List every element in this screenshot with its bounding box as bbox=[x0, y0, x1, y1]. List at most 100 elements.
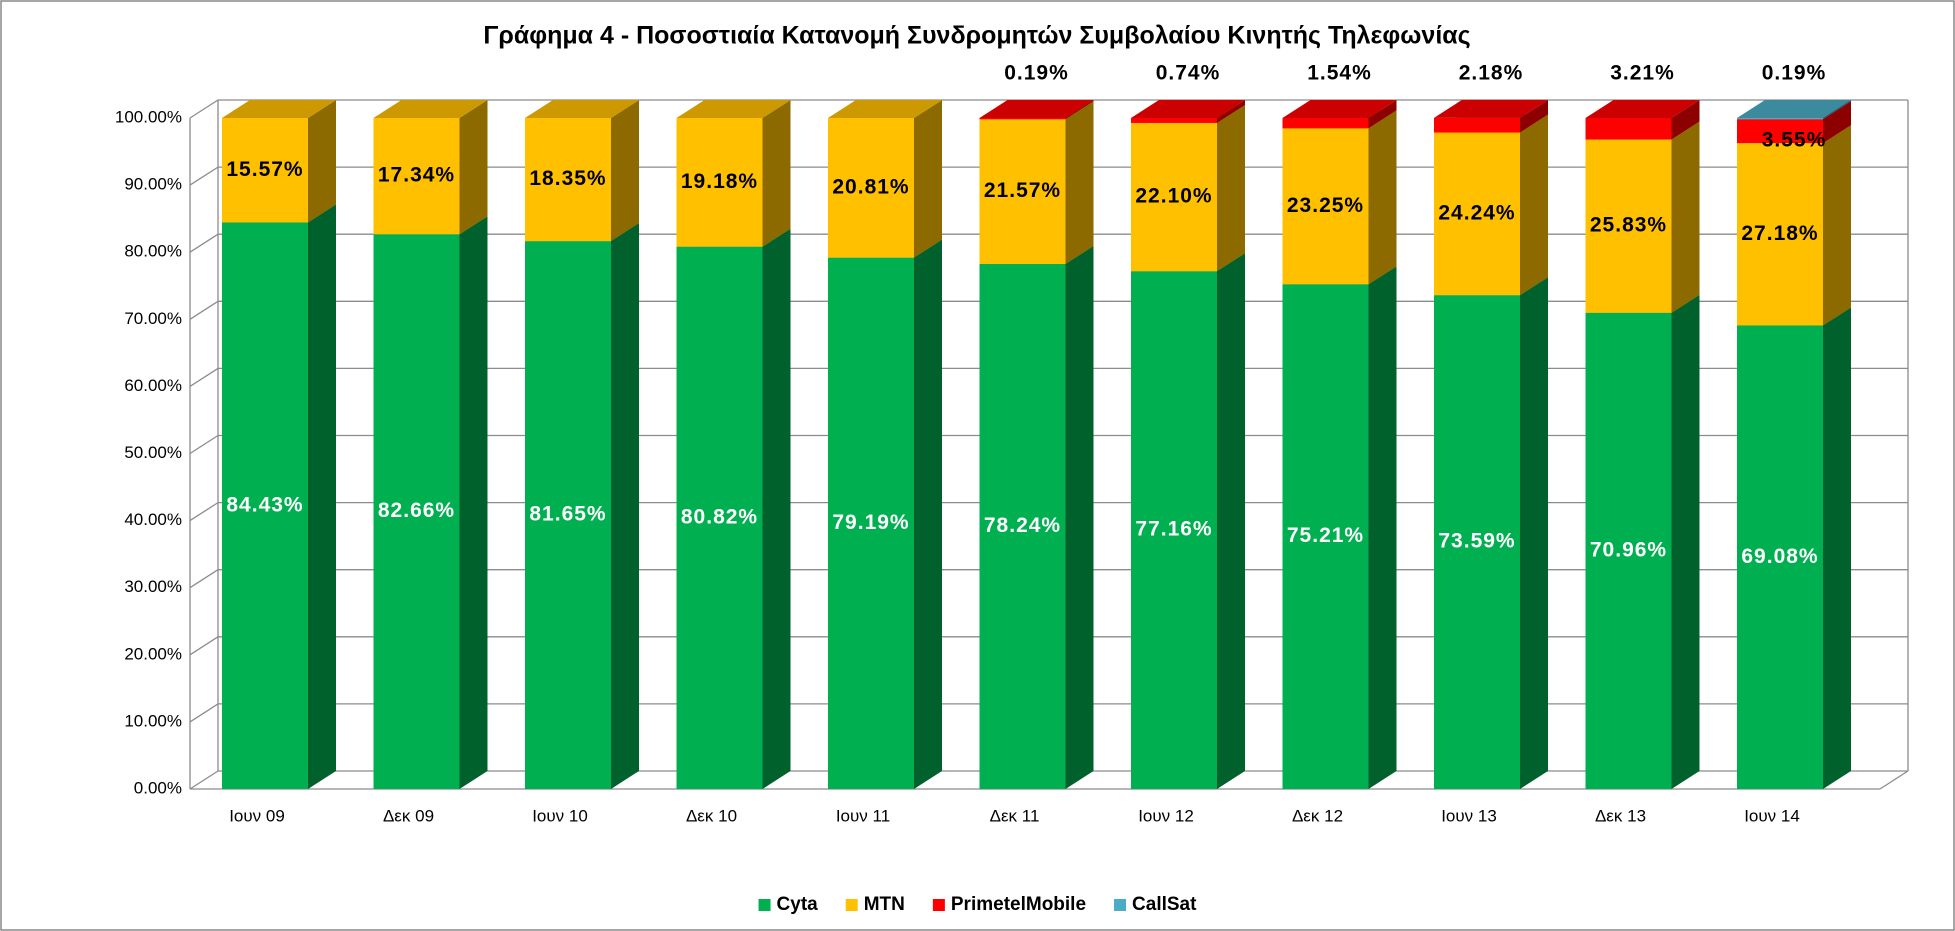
legend-label: MTN bbox=[864, 894, 905, 915]
bar-side bbox=[1823, 125, 1851, 326]
y-tick-label: 50.00% bbox=[124, 443, 182, 462]
bar bbox=[1585, 312, 1672, 789]
y-tick-label: 40.00% bbox=[124, 510, 182, 529]
bar bbox=[1737, 325, 1823, 789]
bar-top bbox=[676, 100, 791, 118]
y-tick-label: 70.00% bbox=[124, 309, 182, 328]
bar-top bbox=[222, 100, 336, 118]
x-tick-label: Ιουν 14 bbox=[1744, 806, 1800, 825]
chart-title: Γράφημα 4 - Ποσοστιαία Κατανομή Συνδρομη… bbox=[483, 22, 1470, 50]
legend-swatch bbox=[758, 899, 771, 911]
bar-side bbox=[611, 223, 639, 790]
data-label: 27.18% bbox=[1741, 222, 1818, 245]
bar-top bbox=[1282, 100, 1397, 118]
bar-side bbox=[762, 228, 791, 789]
bar bbox=[373, 118, 460, 235]
bar-side bbox=[1520, 277, 1548, 789]
data-label: 23.25% bbox=[1287, 194, 1364, 217]
legend-label: PrimetelMobile bbox=[951, 894, 1086, 915]
data-label: 17.34% bbox=[378, 164, 455, 187]
bar-side bbox=[1217, 100, 1245, 123]
bar-side bbox=[1671, 100, 1700, 140]
bar bbox=[979, 119, 1066, 265]
data-label: 3.55% bbox=[1762, 129, 1827, 152]
data-label: 22.10% bbox=[1135, 185, 1212, 208]
data-label: 24.24% bbox=[1438, 201, 1515, 224]
bar bbox=[1282, 128, 1369, 285]
legend-swatch bbox=[845, 899, 858, 911]
data-label: 21.57% bbox=[984, 179, 1061, 202]
bar bbox=[1282, 284, 1369, 789]
bar-top bbox=[828, 100, 942, 118]
bar bbox=[222, 118, 308, 223]
bar-side bbox=[1065, 246, 1094, 790]
bar-side bbox=[611, 100, 639, 242]
data-label: 25.83% bbox=[1590, 214, 1667, 237]
data-label: 78.24% bbox=[984, 514, 1061, 537]
bar bbox=[979, 118, 1066, 120]
bar bbox=[1131, 118, 1217, 123]
data-label: 2.18% bbox=[1459, 61, 1524, 84]
x-tick-label: Ιουν 09 bbox=[229, 806, 285, 825]
x-tick-label: Ιουν 11 bbox=[836, 806, 890, 825]
data-label: 80.82% bbox=[681, 505, 758, 528]
data-label: 20.81% bbox=[832, 175, 909, 198]
bar bbox=[222, 222, 308, 789]
x-tick-label: Δεκ 12 bbox=[1292, 806, 1343, 825]
data-label: 69.08% bbox=[1741, 545, 1818, 568]
bar-side bbox=[1823, 101, 1851, 144]
data-label: 18.35% bbox=[529, 167, 606, 190]
data-label: 0.74% bbox=[1156, 62, 1221, 85]
legend-label: Cyta bbox=[777, 894, 819, 915]
legend-swatch bbox=[932, 899, 945, 911]
bar-side bbox=[1217, 104, 1245, 272]
bar bbox=[373, 234, 460, 790]
bar-side bbox=[459, 100, 488, 235]
legend-swatch bbox=[1114, 899, 1127, 911]
bar bbox=[828, 118, 914, 258]
bar bbox=[1737, 118, 1823, 120]
x-tick-label: Ιουν 10 bbox=[532, 806, 588, 825]
bar bbox=[676, 246, 763, 789]
bar-top bbox=[373, 100, 488, 118]
data-label: 84.43% bbox=[226, 493, 303, 516]
bar-side bbox=[1671, 294, 1700, 789]
bar bbox=[525, 118, 611, 242]
data-label: 19.18% bbox=[681, 170, 758, 193]
bar-top bbox=[1585, 100, 1700, 118]
bar-side bbox=[914, 239, 942, 789]
x-tick-label: Δεκ 13 bbox=[1595, 806, 1646, 825]
bar bbox=[979, 264, 1066, 789]
bar-side bbox=[1065, 100, 1094, 120]
bar bbox=[1737, 119, 1823, 144]
bar bbox=[1585, 118, 1672, 140]
x-tick-label: Δεκ 10 bbox=[686, 806, 737, 825]
x-tick-label: Ιουν 13 bbox=[1441, 806, 1497, 825]
data-label: 0.19% bbox=[1762, 62, 1827, 85]
bar bbox=[1434, 117, 1520, 133]
y-tick-label: 60.00% bbox=[124, 376, 182, 395]
data-label: 3.21% bbox=[1610, 62, 1675, 85]
bar bbox=[525, 241, 611, 790]
bar-side bbox=[308, 204, 336, 789]
legend-label: CallSat bbox=[1132, 894, 1197, 915]
bar bbox=[1737, 143, 1823, 326]
bar bbox=[1434, 132, 1520, 296]
data-label: 1.54% bbox=[1307, 62, 1372, 85]
data-label: 79.19% bbox=[832, 511, 909, 534]
bar bbox=[1282, 118, 1369, 129]
bar-side bbox=[308, 100, 336, 223]
data-label: 77.16% bbox=[1135, 518, 1212, 541]
bar-side bbox=[762, 100, 791, 247]
floor-edge bbox=[1879, 770, 1909, 790]
bar bbox=[1131, 122, 1217, 272]
bar bbox=[828, 257, 914, 789]
bar bbox=[1131, 271, 1217, 789]
bar-side bbox=[1520, 99, 1548, 133]
y-tick-label: 90.00% bbox=[124, 175, 182, 194]
bar-side bbox=[1671, 121, 1700, 313]
bar-side bbox=[1368, 266, 1397, 789]
bar bbox=[1434, 295, 1520, 789]
y-tick-label: 0.00% bbox=[134, 778, 182, 797]
